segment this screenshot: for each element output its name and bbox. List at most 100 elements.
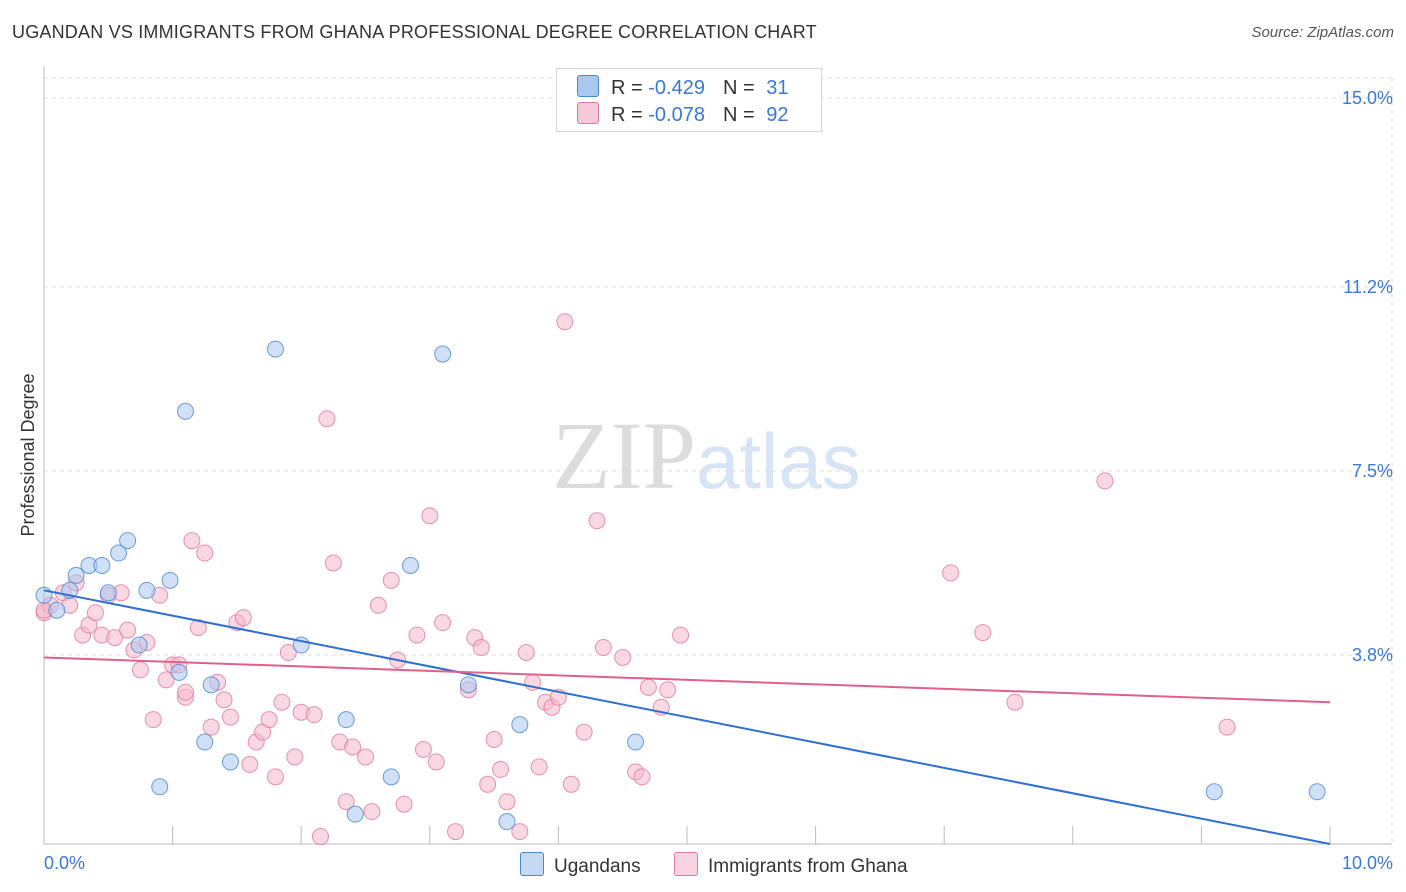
ghana-point [119, 621, 137, 639]
ghana-point [498, 793, 516, 811]
ugandan-point [511, 716, 529, 734]
ugandan-point [266, 340, 284, 358]
ghana-point [594, 639, 612, 657]
ghana-point [202, 718, 220, 736]
ghana-point [414, 740, 432, 758]
bottom-legend-swatch-ugandans [520, 852, 544, 876]
ghana-point [144, 711, 162, 729]
legend-n-value: 31 [766, 77, 789, 99]
ghana-point [517, 644, 535, 661]
ghana-point [279, 644, 297, 661]
ghana-point [324, 554, 342, 572]
series-ghana-points [35, 313, 1236, 846]
bottom-legend-label-ugandans: Ugandans [554, 856, 641, 877]
ghana-point [273, 693, 291, 711]
ghana-point [86, 604, 104, 622]
ghana-point [286, 748, 304, 766]
ugandan-point [161, 571, 179, 589]
ghana-point [639, 678, 657, 696]
x-tick-label: 0.0% [44, 853, 85, 873]
axes [43, 66, 1392, 845]
ugandan-point [402, 556, 420, 574]
ghana-point [479, 775, 497, 793]
ghana-point [266, 768, 284, 786]
legend-r-value: -0.078 [648, 104, 705, 126]
gridlines [44, 77, 1393, 844]
ghana-point [106, 629, 124, 647]
ghana-point [382, 571, 400, 589]
ghana-point [215, 691, 233, 709]
ghana-point [176, 683, 194, 701]
correlation-legend: R = -0.429 N = 31 R = -0.078 N = 92 [556, 68, 822, 132]
ghana-point [575, 723, 593, 741]
legend-n-value: 92 [766, 104, 789, 126]
ugandans-trend-line [43, 589, 1331, 845]
ghana-point [189, 619, 207, 637]
ugandan-point [498, 813, 516, 831]
source-label: Source: ZipAtlas.com [1251, 24, 1394, 41]
ghana-point [672, 626, 690, 644]
bottom-legend-label-ghana: Immigrants from Ghana [708, 856, 908, 877]
watermark-atlas: atlas [696, 417, 861, 505]
legend-row-ghana: R = -0.078 N = 92 [577, 102, 788, 128]
ugandan-point [48, 601, 66, 619]
ugandan-point [99, 584, 117, 602]
ugandan-point [176, 402, 194, 420]
ghana-point [234, 609, 252, 627]
ugandan-point [67, 566, 85, 584]
ghana-point [337, 793, 355, 811]
ghana-point [241, 755, 259, 773]
ugandan-point [202, 676, 220, 694]
ghana-point [485, 731, 503, 749]
ghana-point [1006, 693, 1024, 711]
ghana-point [659, 681, 677, 699]
ghana-point [588, 512, 606, 530]
ghana-point [311, 828, 329, 846]
ghana-point [633, 768, 651, 786]
ghana-point [447, 823, 465, 841]
ugandan-point [130, 636, 148, 654]
ghana-point [492, 760, 510, 778]
legend-n-label: N = [722, 104, 755, 126]
ugandan-point [382, 768, 400, 786]
ghana-trend-line [43, 656, 1331, 704]
bottom-legend-swatch-ghana [674, 852, 698, 876]
ghana-point [196, 544, 214, 562]
ugandan-point [346, 805, 364, 823]
y-axis-label: Professional Degree [18, 373, 38, 536]
legend-swatch-ghana [577, 102, 599, 124]
ghana-point [357, 748, 374, 766]
ghana-point [974, 624, 992, 642]
watermark-zip: ZIP [552, 402, 696, 509]
ghana-point [1218, 718, 1236, 736]
ghana-point [942, 564, 960, 582]
ghana-point [511, 823, 529, 841]
ghana-point [1096, 472, 1114, 490]
ghana-point [427, 753, 445, 771]
trend-lines [43, 589, 1331, 845]
legend-swatch-ugandans [577, 75, 599, 97]
ugandan-point [35, 586, 53, 604]
ghana-point [318, 410, 336, 428]
ghana-point [408, 626, 426, 644]
tick-labels: 3.8% 7.5% 11.2% 15.0% 0.0% 10.0% [44, 88, 1393, 873]
legend-r-label: R = [611, 77, 643, 99]
chart-title: UGANDAN VS IMMIGRANTS FROM GHANA PROFESS… [12, 22, 817, 42]
ghana-point [530, 758, 548, 776]
legend-n-label: N = [722, 77, 755, 99]
ugandan-point [110, 544, 128, 562]
y-tick-label: 11.2% [1343, 277, 1393, 297]
ghana-point [421, 507, 439, 525]
ugandan-point [138, 581, 156, 599]
series-ugandans-points [35, 340, 1326, 831]
ugandan-point [434, 345, 452, 363]
ghana-point [369, 596, 387, 614]
ghana-point [305, 706, 323, 724]
y-tick-label: 7.5% [1352, 461, 1393, 481]
ghana-point [434, 614, 452, 632]
ugandan-point [627, 733, 645, 751]
ghana-point [472, 639, 490, 657]
ugandan-point [119, 532, 137, 550]
ugandan-point [151, 778, 169, 796]
